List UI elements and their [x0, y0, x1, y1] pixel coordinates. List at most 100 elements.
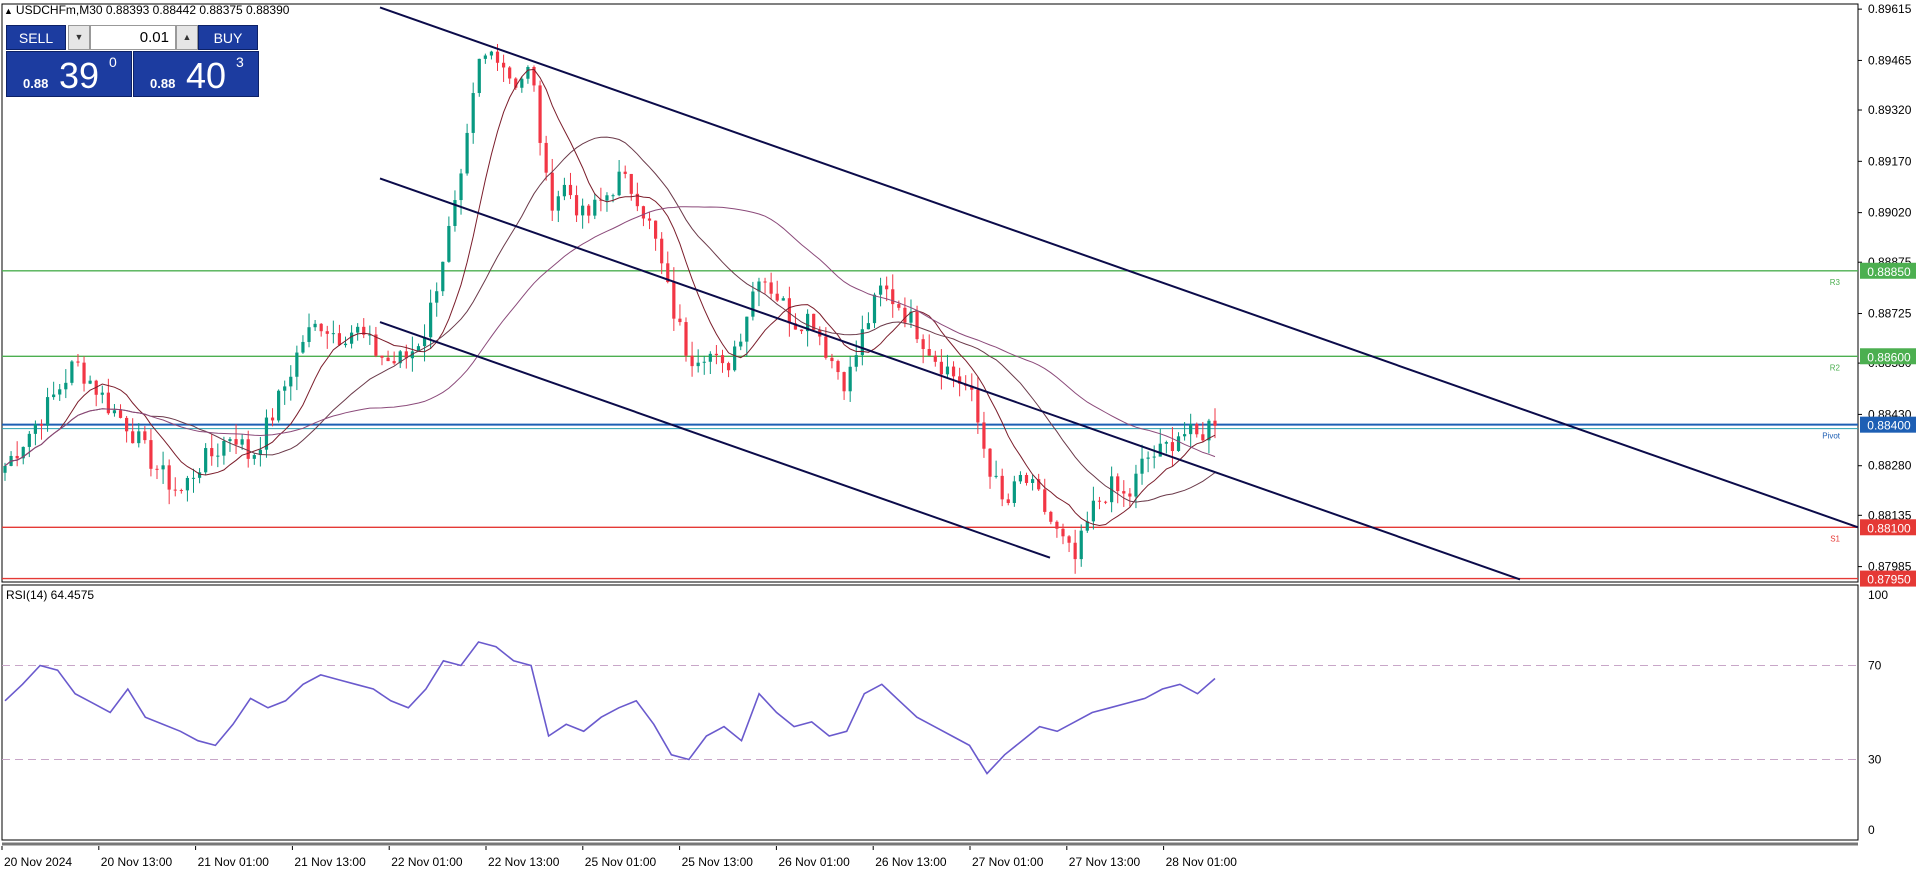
candle-body — [806, 313, 810, 332]
trend-channel-line[interactable] — [379, 321, 1051, 559]
buy-price-box[interactable]: 0.88 40 3 — [133, 51, 259, 97]
candle-body — [1073, 542, 1077, 560]
candle-body — [921, 339, 925, 350]
level-price-tag-label: 0.88400 — [1867, 419, 1911, 433]
time-tick-label: 20 Nov 13:00 — [101, 855, 173, 869]
candle-body — [830, 357, 834, 362]
candle-body — [903, 307, 907, 323]
price-tick-label: 0.88725 — [1868, 307, 1912, 321]
candle-body — [356, 326, 360, 333]
level-price-tag — [1860, 570, 1916, 587]
candle-body — [489, 51, 494, 56]
candle-body — [769, 282, 773, 294]
sell-button[interactable]: SELL — [6, 25, 66, 50]
candle-body — [860, 329, 864, 356]
level-label: R2 — [1830, 363, 1841, 372]
candle-body — [1195, 423, 1199, 435]
rsi-title: RSI(14) 64.4575 — [6, 588, 94, 602]
candle-body — [532, 67, 536, 86]
candle-body — [52, 394, 56, 398]
candle-body — [891, 289, 895, 305]
time-tick-label: 25 Nov 01:00 — [585, 855, 657, 869]
candle-body — [435, 291, 439, 303]
candle-body — [453, 200, 457, 226]
candle-body — [1079, 530, 1083, 560]
price-tick-label: 0.89020 — [1868, 206, 1912, 220]
candle-body — [441, 261, 445, 292]
candle-body — [283, 386, 287, 391]
candle-body — [246, 439, 250, 459]
candle-body — [1018, 474, 1023, 482]
candle-body — [745, 316, 749, 342]
candle-body — [258, 449, 262, 456]
candle-body — [222, 441, 226, 456]
candle-body — [666, 263, 670, 283]
candle-body — [337, 333, 342, 346]
candle-body — [720, 355, 725, 364]
level-price-tag — [1860, 348, 1916, 365]
trend-channel-line[interactable] — [379, 177, 1521, 581]
candle-body — [331, 333, 335, 335]
candle-body — [313, 323, 317, 328]
candle-body — [465, 132, 469, 174]
candle-body — [647, 218, 652, 221]
candle-body — [939, 361, 943, 375]
candle-body — [483, 55, 487, 59]
level-price-tag — [1860, 416, 1916, 433]
candle-body — [1006, 499, 1010, 503]
time-tick-label: 21 Nov 01:00 — [198, 855, 270, 869]
candle-body — [343, 343, 348, 346]
price-tick-label: 0.88280 — [1868, 459, 1912, 473]
trend-channel-line[interactable] — [379, 6, 1859, 529]
candle-body — [739, 341, 743, 347]
candle-body — [933, 355, 937, 362]
buy-price-fraction: 3 — [236, 54, 244, 70]
candle-body — [143, 431, 147, 441]
chart-header: ▲ USDCHFm,M30 0.88393 0.88442 0.88375 0.8… — [4, 3, 289, 17]
candle-body — [173, 489, 177, 491]
candle-body — [106, 392, 110, 414]
rsi-plot-frame — [1, 584, 1859, 841]
buy-price-prefix: 0.88 — [150, 76, 176, 91]
candle-body — [958, 376, 962, 384]
candle-body — [696, 362, 700, 367]
candle-body — [118, 410, 123, 418]
time-tick-label: 25 Nov 13:00 — [682, 855, 754, 869]
sell-price-box[interactable]: 0.88 39 0 — [6, 51, 132, 97]
candle-body — [319, 323, 323, 332]
lot-increase-icon[interactable]: ▲ — [176, 25, 198, 50]
candle-body — [228, 439, 232, 442]
candle-body — [684, 322, 688, 356]
buy-button[interactable]: BUY — [198, 25, 258, 50]
candle-body — [1128, 493, 1132, 497]
candle-body — [1103, 501, 1108, 503]
time-tick-label: 21 Nov 13:00 — [294, 855, 366, 869]
candle-body — [1176, 436, 1181, 452]
candle-body — [1152, 456, 1156, 458]
price-tick-label: 0.89615 — [1868, 2, 1912, 16]
candle-body — [289, 376, 293, 387]
candle-body — [982, 422, 986, 449]
candle-body — [277, 390, 281, 421]
candle-body — [927, 349, 931, 356]
candle-body — [812, 313, 816, 330]
lot-size-input[interactable]: 0.01 — [90, 25, 176, 50]
time-tick-label: 27 Nov 13:00 — [1069, 855, 1141, 869]
candle-body — [1043, 489, 1047, 512]
candle-body — [520, 78, 524, 88]
lot-decrease-icon[interactable]: ▼ — [68, 25, 90, 50]
candle-body — [70, 361, 74, 383]
candle-body — [264, 417, 269, 450]
collapse-triangle-icon[interactable]: ▲ — [4, 6, 13, 16]
sell-price-main: 39 — [59, 55, 100, 96]
candle-body — [131, 431, 135, 444]
candle-body — [64, 382, 68, 390]
candle-body — [574, 195, 579, 216]
candle-body — [404, 351, 408, 359]
candle-body — [1213, 420, 1217, 426]
level-price-tag — [1860, 262, 1916, 279]
candle-body — [799, 329, 804, 332]
candle-body — [27, 433, 31, 447]
rsi-tick-label: 70 — [1868, 659, 1882, 673]
